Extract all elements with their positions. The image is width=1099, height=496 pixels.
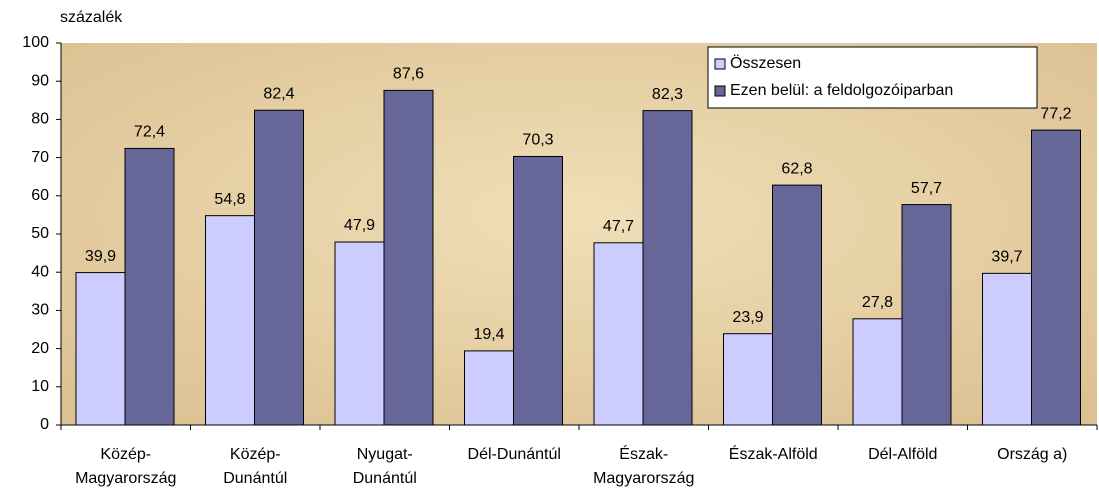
value-label: 54,8: [214, 191, 245, 208]
x-tick-label: Észak-: [619, 444, 668, 463]
x-tick-label: Magyarország: [75, 470, 176, 487]
x-tick-label: Dunántúl: [223, 470, 287, 487]
legend-label: Összesen: [730, 54, 801, 72]
legend-swatch: [714, 85, 726, 97]
x-tick-label: Észak-Alföld: [729, 444, 818, 463]
x-tick-label: Magyarország: [593, 470, 694, 487]
x-tick-label: Dunántúl: [353, 470, 417, 487]
y-tick-label: 40: [31, 263, 49, 280]
x-tick-label: Nyugat-: [357, 446, 413, 463]
x-tick-label: Dél-Alföld: [868, 446, 937, 463]
bar: [464, 350, 514, 426]
value-label: 19,4: [473, 326, 504, 343]
y-tick-label: 30: [31, 302, 49, 319]
value-label: 82,4: [263, 85, 294, 102]
bar: [1031, 129, 1081, 426]
bar: [772, 184, 822, 426]
value-label: 27,8: [862, 294, 893, 311]
bar: [513, 155, 563, 426]
legend-swatch: [714, 58, 726, 70]
x-tick-label: Ország a): [997, 446, 1067, 463]
bar: [383, 89, 434, 426]
y-tick-label: 10: [31, 378, 49, 395]
value-label: 57,7: [911, 180, 942, 197]
y-tick-label: 80: [31, 111, 49, 128]
bar: [254, 109, 304, 426]
value-label: 47,7: [603, 218, 634, 235]
bar: [124, 147, 175, 426]
value-label: 72,4: [134, 124, 165, 141]
x-tick-label: Dél-Dunántúl: [468, 446, 561, 463]
value-label: 70,3: [522, 132, 553, 149]
y-tick-label: 0: [40, 416, 49, 433]
y-tick-label: 70: [31, 149, 49, 166]
bar: [982, 272, 1032, 426]
value-label: 23,9: [732, 309, 763, 326]
bar: [75, 272, 126, 426]
bar: [642, 110, 693, 426]
bar: [852, 318, 903, 426]
value-label: 87,6: [393, 66, 424, 83]
bar: [593, 242, 644, 426]
y-tick-label: 100: [22, 34, 49, 51]
value-label: 77,2: [1040, 105, 1071, 122]
y-tick-label: 60: [31, 187, 49, 204]
value-label: 39,7: [991, 249, 1022, 266]
x-tick-label: Közép-: [100, 446, 151, 463]
value-label: 82,3: [652, 86, 683, 103]
legend-label: Ezen belül: a feldolgozóiparban: [730, 82, 953, 99]
legend-box: [707, 46, 1038, 109]
bar: [205, 215, 255, 426]
y-tick-label: 90: [31, 72, 49, 89]
y-tick-label: 50: [31, 225, 49, 242]
bar: [334, 241, 385, 426]
value-label: 62,8: [781, 160, 812, 177]
x-tick-label: Közép-: [230, 446, 281, 463]
value-label: 39,9: [85, 248, 116, 265]
bar: [901, 204, 952, 426]
y-axis-label: százalék: [60, 9, 123, 26]
bar: [723, 333, 773, 426]
value-label: 47,9: [344, 217, 375, 234]
y-tick-label: 20: [31, 340, 49, 357]
